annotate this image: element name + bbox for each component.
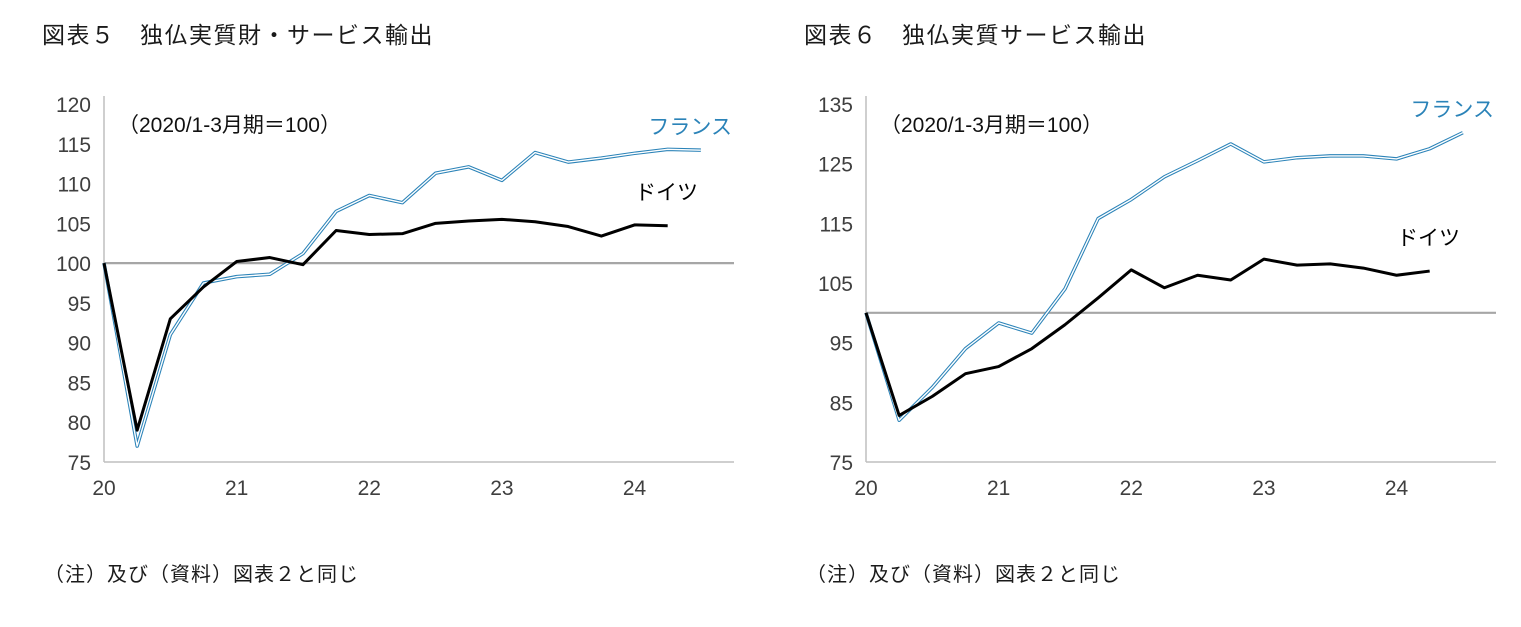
x-tick-label: 24 bbox=[623, 477, 647, 500]
y-tick-label: 75 bbox=[830, 452, 853, 475]
x-tick-label: 21 bbox=[987, 477, 1010, 500]
chart-note: （注）及び（資料）図表２と同じ bbox=[44, 564, 359, 586]
line-chart-canvas: 75 80 85 90 95 100 105 110 115 120 20 21 22 23 24 （2020… bbox=[56, 94, 734, 500]
y-tick-label: 95 bbox=[68, 293, 91, 316]
y-tick-label: 105 bbox=[56, 213, 91, 236]
chart-title: 図表６ 独仏実質サービス輸出 bbox=[804, 23, 1147, 48]
y-tick-label: 105 bbox=[818, 273, 853, 296]
y-tick-label: 85 bbox=[830, 392, 853, 415]
series-label-france: フランス bbox=[1410, 99, 1494, 122]
chart-panel-exports-goods-services: 図表５ 独仏実質財・サービス輸出 75 80 85 90 95 100 105 110 115 1… bbox=[38, 16, 748, 587]
y-tick-label: 115 bbox=[58, 134, 91, 157]
y-tick-label: 85 bbox=[68, 372, 91, 395]
series-label-france: フランス bbox=[648, 116, 732, 139]
x-tick-label: 20 bbox=[92, 477, 115, 500]
y-tick-label: 80 bbox=[68, 412, 91, 435]
x-tick-label: 24 bbox=[1385, 477, 1409, 500]
series-line-france-core bbox=[103, 148, 701, 447]
y-tick-label: 95 bbox=[830, 333, 853, 356]
x-tick-label: 23 bbox=[490, 477, 513, 500]
series-label-germany: ドイツ bbox=[1397, 227, 1460, 250]
y-tick-label: 135 bbox=[818, 94, 853, 117]
charts-row: 図表５ 独仏実質財・サービス輸出 75 80 85 90 95 100 105 110 115 1… bbox=[38, 16, 1510, 587]
series-label-germany: ドイツ bbox=[635, 182, 698, 205]
chart-note: （注）及び（資料）図表２と同じ bbox=[806, 564, 1121, 586]
series-line-france-core bbox=[865, 132, 1464, 421]
y-tick-label: 90 bbox=[68, 333, 91, 356]
x-tick-label: 21 bbox=[225, 477, 248, 500]
series-line-germany bbox=[102, 217, 668, 432]
y-tick-label: 125 bbox=[818, 154, 853, 177]
y-tick-label: 110 bbox=[58, 174, 91, 197]
x-tick-label: 22 bbox=[358, 477, 381, 500]
line-chart-canvas: 75 85 95 105 115 125 135 20 21 22 23 24 （2020/1-3月期＝… bbox=[818, 94, 1496, 500]
y-tick-label: 100 bbox=[56, 253, 91, 276]
y-tick-label: 75 bbox=[68, 452, 91, 475]
x-tick-label: 23 bbox=[1252, 477, 1275, 500]
x-tick-label: 20 bbox=[854, 477, 877, 500]
y-tick-label: 120 bbox=[56, 94, 91, 117]
y-tick-label: 115 bbox=[820, 213, 853, 236]
x-tick-label: 22 bbox=[1120, 477, 1143, 500]
chart-title: 図表５ 独仏実質財・サービス輸出 bbox=[42, 23, 434, 48]
index-base-annotation: （2020/1-3月期＝100） bbox=[880, 114, 1103, 137]
series-line-germany bbox=[864, 257, 1430, 417]
series-line-france bbox=[864, 131, 1464, 422]
chart-panel-exports-services: 図表６ 独仏実質サービス輸出 75 85 95 105 115 125 135 20 21 22 2… bbox=[800, 16, 1510, 587]
index-base-annotation: （2020/1-3月期＝100） bbox=[118, 114, 341, 137]
